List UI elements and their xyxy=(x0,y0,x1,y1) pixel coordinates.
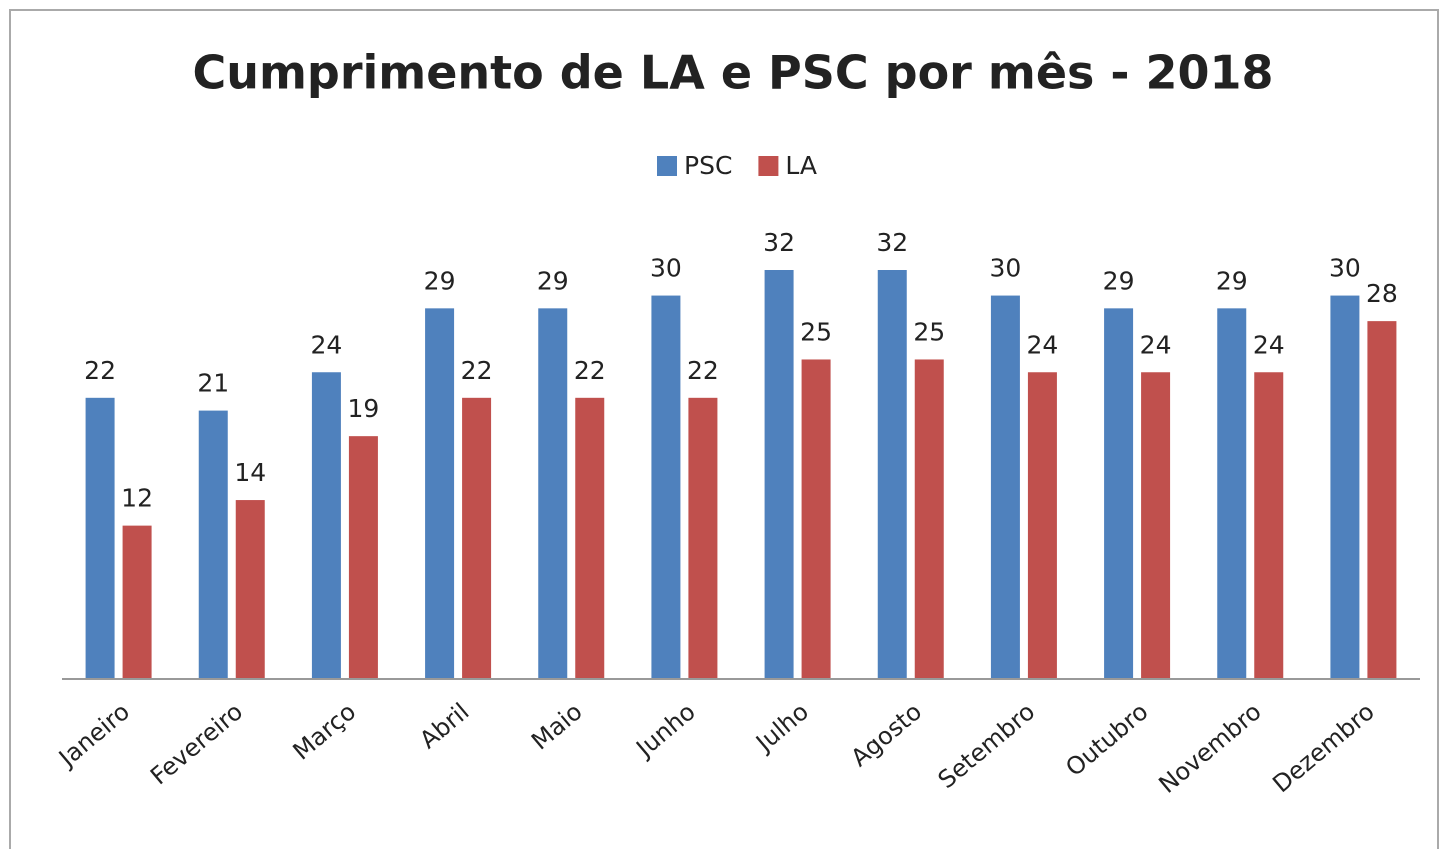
chart-title: Cumprimento de LA e PSC por mês - 2018 xyxy=(192,46,1273,100)
data-label: 30 xyxy=(650,254,682,283)
data-label: 32 xyxy=(876,228,908,257)
legend-label: LA xyxy=(785,151,817,180)
data-label: 22 xyxy=(574,356,606,385)
bar xyxy=(764,270,794,679)
bar xyxy=(1330,295,1360,679)
data-label: 12 xyxy=(121,484,153,513)
data-label: 30 xyxy=(990,254,1022,283)
data-label: 25 xyxy=(800,317,832,346)
bar xyxy=(85,397,115,679)
data-label: 25 xyxy=(913,317,945,346)
data-label: 29 xyxy=(537,266,569,295)
bar xyxy=(914,359,944,679)
data-label: 24 xyxy=(1140,330,1172,359)
bar xyxy=(198,410,228,679)
data-label: 24 xyxy=(1027,330,1059,359)
bar xyxy=(1367,321,1397,679)
data-label: 29 xyxy=(1216,266,1248,295)
bar xyxy=(1254,372,1284,679)
legend-swatch xyxy=(657,156,677,176)
data-label: 32 xyxy=(763,228,795,257)
bar xyxy=(425,308,455,679)
bar xyxy=(575,397,605,679)
bar xyxy=(1217,308,1247,679)
legend-swatch xyxy=(758,156,779,176)
bar xyxy=(1104,308,1134,679)
data-label: 30 xyxy=(1329,254,1361,283)
bar xyxy=(688,397,718,679)
legend-label: PSC xyxy=(684,151,732,180)
data-label: 22 xyxy=(84,356,116,385)
bar xyxy=(462,397,492,679)
bar xyxy=(122,525,152,679)
data-label: 24 xyxy=(311,330,343,359)
data-label: 24 xyxy=(1253,330,1285,359)
data-label: 29 xyxy=(1103,266,1135,295)
bar xyxy=(990,295,1020,679)
bar xyxy=(801,359,831,679)
bar xyxy=(877,270,907,679)
bar xyxy=(1027,372,1057,679)
data-label: 22 xyxy=(461,356,493,385)
bar xyxy=(235,500,265,679)
data-label: 19 xyxy=(348,394,380,423)
bar xyxy=(311,372,341,679)
data-label: 22 xyxy=(687,356,719,385)
bar xyxy=(538,308,568,679)
data-label: 14 xyxy=(234,458,266,487)
data-label: 28 xyxy=(1366,279,1398,308)
bar xyxy=(651,295,681,679)
data-label: 29 xyxy=(424,266,456,295)
bar xyxy=(348,436,378,679)
data-label: 21 xyxy=(197,369,229,398)
chart-frame xyxy=(9,9,1439,849)
bar xyxy=(1141,372,1171,679)
